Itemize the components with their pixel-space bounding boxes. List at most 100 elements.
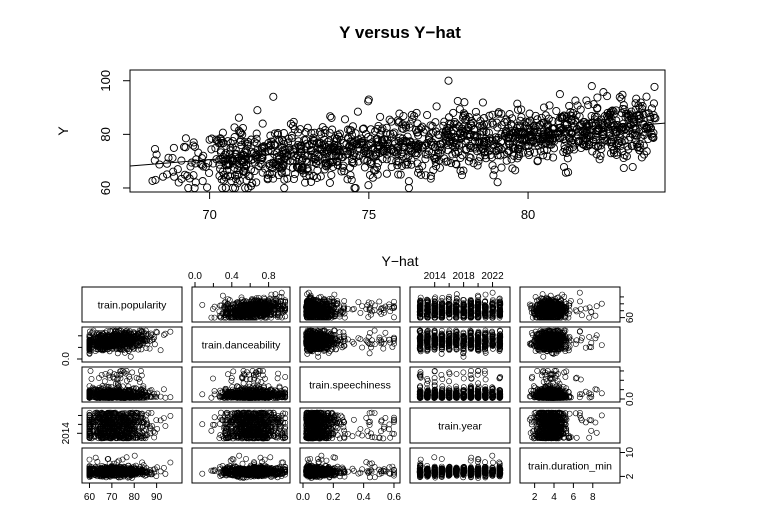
data-point (571, 96, 580, 105)
matrix-point (391, 314, 397, 321)
data-point (488, 161, 497, 170)
matrix-point (199, 301, 206, 308)
matrix-point (561, 293, 568, 300)
data-point (497, 109, 506, 118)
data-point (649, 133, 658, 142)
matrix-scatter-cell (409, 286, 511, 323)
data-point (289, 174, 298, 184)
matrix-point (211, 314, 218, 321)
data-point (541, 111, 550, 120)
data-point (488, 110, 497, 119)
data-point (413, 159, 422, 168)
data-point (412, 150, 421, 159)
matrix-point (127, 353, 134, 360)
data-point (582, 96, 591, 105)
data-point (391, 148, 400, 157)
data-point (222, 161, 231, 170)
data-point (549, 153, 558, 162)
data-point (640, 150, 649, 159)
matrix-point (565, 314, 572, 321)
data-point (565, 101, 574, 110)
data-point (197, 154, 206, 163)
data-point (268, 169, 277, 178)
main-scatter-points (148, 76, 660, 193)
data-point (423, 110, 432, 120)
matrix-point (489, 289, 496, 296)
data-point (326, 112, 335, 121)
data-point (618, 90, 627, 99)
data-point (449, 108, 458, 117)
data-point (313, 166, 322, 175)
data-point (536, 147, 545, 156)
data-point (231, 146, 240, 155)
data-point (645, 119, 654, 128)
data-point (539, 127, 548, 136)
data-point (274, 135, 283, 144)
data-point (382, 155, 391, 164)
data-point (432, 102, 441, 111)
data-point (595, 155, 604, 164)
matrix-point (577, 298, 583, 305)
data-point (347, 175, 356, 185)
data-point (517, 105, 526, 114)
data-point (465, 153, 474, 162)
data-point (226, 144, 235, 153)
data-point (216, 164, 225, 173)
data-point (382, 123, 391, 132)
scatter-matrix: train.popularitytrain.danceabilitytrain.… (61, 271, 636, 503)
data-point (545, 101, 554, 110)
data-point (619, 163, 628, 173)
matrix-point (355, 299, 362, 305)
data-point (460, 98, 469, 107)
data-point (366, 159, 375, 168)
data-point (265, 161, 274, 170)
data-point (181, 134, 190, 143)
data-point (426, 121, 435, 130)
data-point (399, 111, 408, 121)
data-point (478, 98, 487, 107)
data-point (184, 183, 193, 193)
data-point (457, 139, 466, 148)
data-point (280, 183, 289, 193)
data-point (473, 161, 482, 170)
matrix-point (572, 307, 579, 313)
data-point (455, 105, 464, 114)
data-point (532, 121, 541, 131)
matrix-point (559, 291, 566, 298)
data-point (487, 153, 497, 162)
matrix-point (341, 314, 348, 321)
matrix-point (579, 312, 585, 319)
data-point (424, 132, 433, 141)
data-point (593, 93, 602, 102)
data-point (314, 156, 323, 165)
data-point (540, 118, 549, 127)
data-point (494, 109, 503, 118)
data-point (444, 113, 454, 122)
data-point (617, 94, 626, 103)
data-point (387, 162, 396, 172)
matrix-point (87, 328, 93, 335)
matrix-point (576, 289, 583, 296)
data-point (305, 171, 314, 180)
data-point (170, 172, 179, 181)
data-point (327, 170, 336, 180)
matrix-point (357, 309, 364, 316)
data-point (474, 157, 483, 166)
matrix-point (582, 305, 589, 312)
data-point (431, 127, 441, 136)
data-point (387, 117, 396, 126)
data-point (230, 133, 239, 142)
matrix-variable-label: train.popularity (98, 300, 168, 312)
data-point (457, 171, 467, 180)
data-point (555, 90, 564, 99)
data-point (493, 151, 502, 160)
main-y-axis-label: Y (55, 126, 71, 136)
data-point (282, 168, 291, 177)
main-x-tick-label: 80 (521, 207, 535, 222)
data-point (288, 163, 298, 172)
data-point (387, 156, 396, 165)
matrix-point (453, 291, 460, 298)
data-point (365, 170, 375, 180)
data-point (395, 117, 404, 126)
